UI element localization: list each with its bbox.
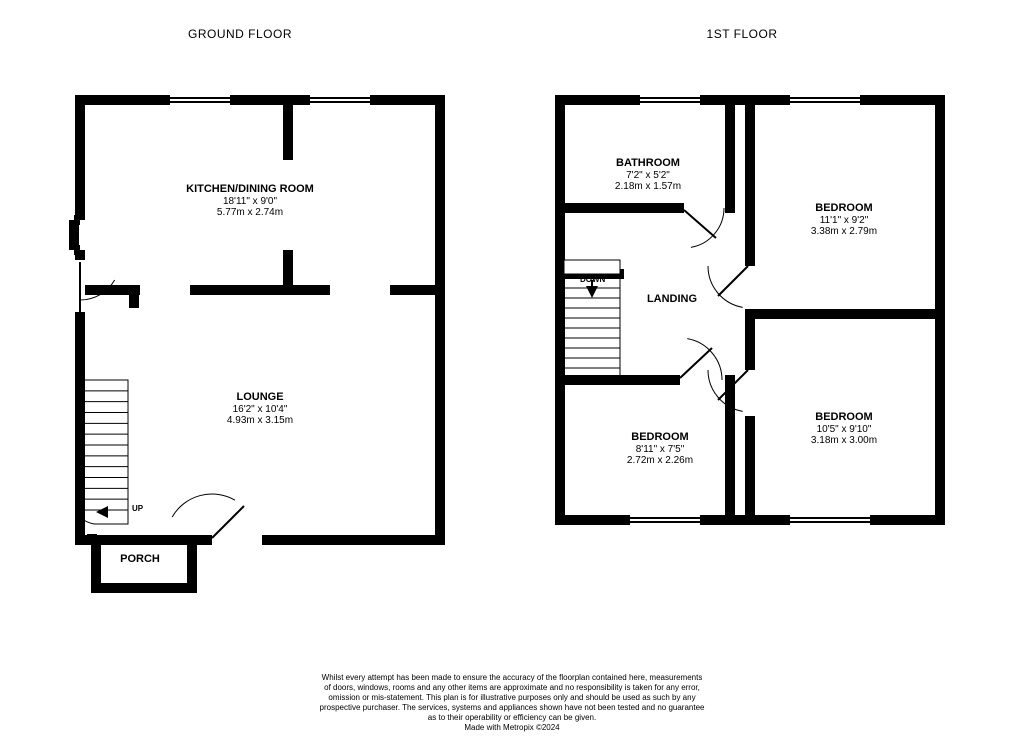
svg-text:5.77m x 2.74m: 5.77m x 2.74m xyxy=(217,207,283,218)
first-floor-title: 1ST FLOOR xyxy=(707,27,778,41)
svg-text:Made with Metropix ©2024: Made with Metropix ©2024 xyxy=(464,723,560,732)
svg-text:3.38m x 2.79m: 3.38m x 2.79m xyxy=(811,226,877,237)
svg-text:BATHROOM: BATHROOM xyxy=(616,157,680,169)
svg-text:BEDROOM: BEDROOM xyxy=(815,411,872,423)
svg-text:3.18m x 3.00m: 3.18m x 3.00m xyxy=(811,435,877,446)
ground-floor: GROUND FLOOR KITCHEN/DINING ROOM18'11" x … xyxy=(74,27,445,590)
svg-text:18'11" x 9'0": 18'11" x 9'0" xyxy=(223,196,278,207)
svg-text:10'5" x 9'10": 10'5" x 9'10" xyxy=(817,424,872,435)
svg-text:KITCHEN/DINING ROOM: KITCHEN/DINING ROOM xyxy=(186,183,314,195)
room-label: BEDROOM11'1" x 9'2"3.38m x 2.79m xyxy=(811,202,877,237)
room-label: BEDROOM8'11" x 7'5"2.72m x 2.26m xyxy=(627,431,693,466)
svg-text:UP: UP xyxy=(132,504,144,513)
room-label: PORCH xyxy=(120,553,160,565)
svg-text:of doors, windows, rooms and a: of doors, windows, rooms and any other i… xyxy=(324,683,700,692)
room-label: BEDROOM10'5" x 9'10"3.18m x 3.00m xyxy=(811,411,877,446)
svg-text:LANDING: LANDING xyxy=(647,293,697,305)
svg-text:DOWN: DOWN xyxy=(580,275,606,284)
first-floor: 1ST FLOOR BATHROOM7'2" x 5'2"2.18m x 1.57… xyxy=(555,27,945,525)
svg-text:7'2" x 5'2": 7'2" x 5'2" xyxy=(626,170,670,181)
room-label: BATHROOM7'2" x 5'2"2.18m x 1.57m xyxy=(615,157,681,192)
room-label: LOUNGE16'2" x 10'4"4.93m x 3.15m xyxy=(227,391,293,426)
room-label: LANDING xyxy=(647,293,697,305)
svg-text:omission or mis-statement. Thi: omission or mis-statement. This plan is … xyxy=(328,693,695,702)
svg-text:11'1" x 9'2": 11'1" x 9'2" xyxy=(820,215,869,226)
ground-floor-title: GROUND FLOOR xyxy=(188,27,292,41)
svg-text:BEDROOM: BEDROOM xyxy=(815,202,872,214)
svg-text:BEDROOM: BEDROOM xyxy=(631,431,688,443)
svg-text:2.18m x 1.57m: 2.18m x 1.57m xyxy=(615,181,681,192)
svg-text:PORCH: PORCH xyxy=(120,553,160,565)
svg-text:Whilst every attempt has been: Whilst every attempt has been made to en… xyxy=(322,673,703,682)
svg-text:prospective purchaser. The ser: prospective purchaser. The services, sys… xyxy=(320,703,706,712)
svg-text:LOUNGE: LOUNGE xyxy=(236,391,283,403)
svg-text:4.93m x 3.15m: 4.93m x 3.15m xyxy=(227,415,293,426)
svg-text:8'11" x 7'5": 8'11" x 7'5" xyxy=(636,444,685,455)
room-label: KITCHEN/DINING ROOM18'11" x 9'0"5.77m x … xyxy=(186,183,314,218)
svg-text:2.72m x 2.26m: 2.72m x 2.26m xyxy=(627,455,693,466)
disclaimer: Whilst every attempt has been made to en… xyxy=(320,673,706,732)
svg-text:16'2" x 10'4": 16'2" x 10'4" xyxy=(233,404,288,415)
svg-text:as to their operability or eff: as to their operability or efficiency ca… xyxy=(428,713,596,722)
